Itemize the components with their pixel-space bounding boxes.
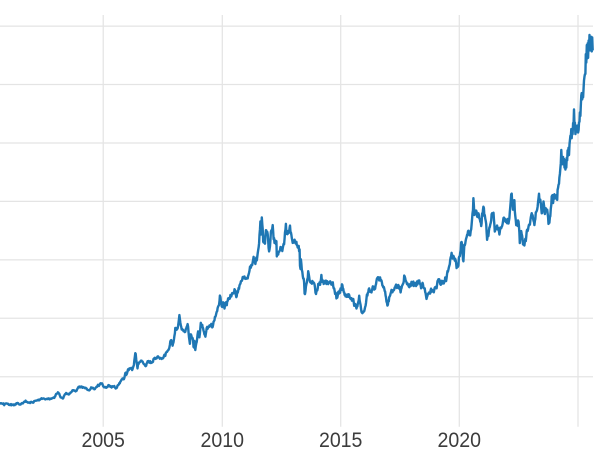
svg-text:2005: 2005 bbox=[81, 429, 125, 450]
svg-text:2020: 2020 bbox=[438, 429, 482, 450]
svg-text:2010: 2010 bbox=[201, 429, 245, 450]
svg-text:2015: 2015 bbox=[319, 429, 363, 450]
